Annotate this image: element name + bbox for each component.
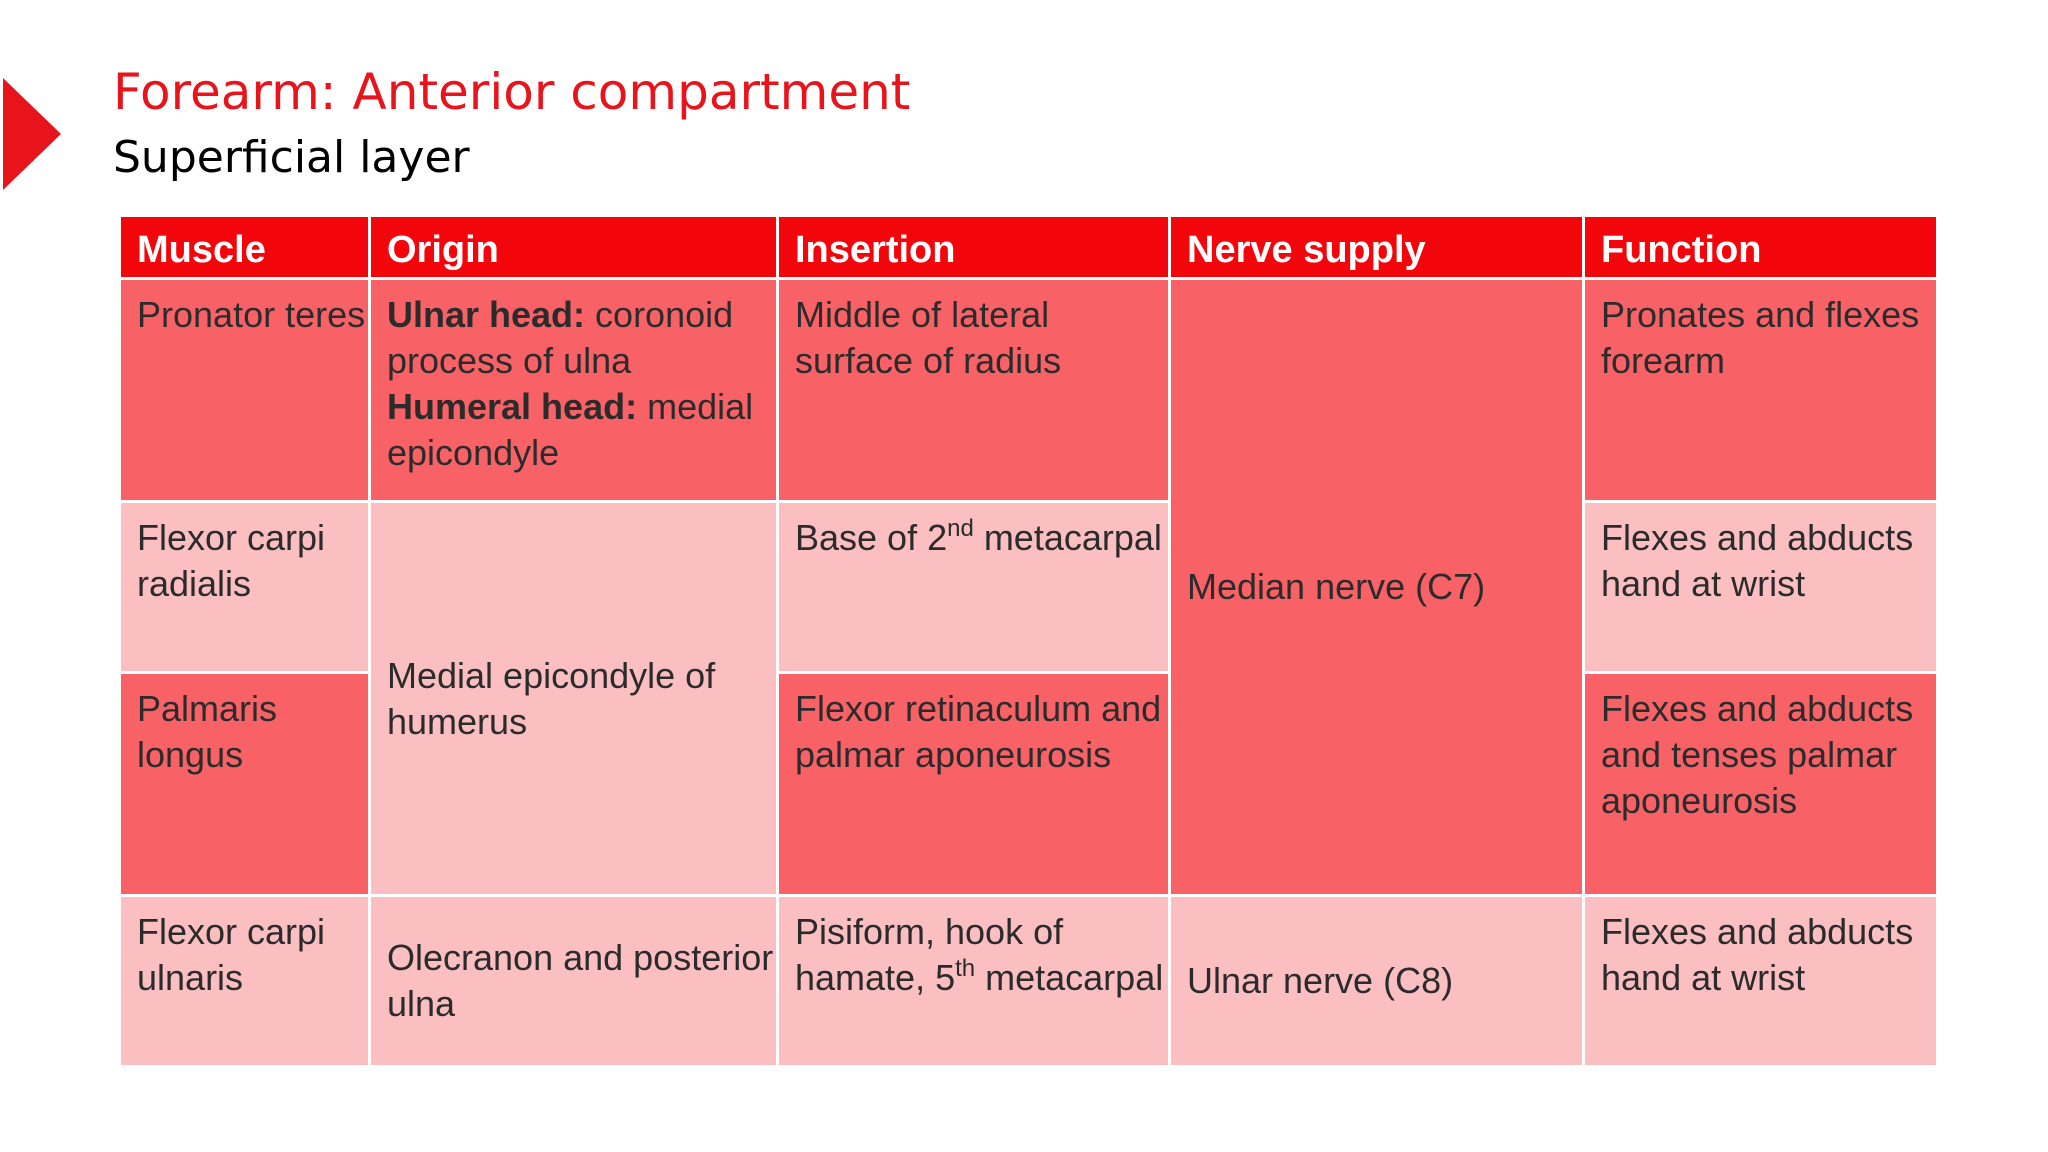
table-header-row: Muscle Origin Insertion Nerve supply Fun… — [118, 214, 1939, 280]
origin-humeral-head-label: Humeral head: — [387, 386, 638, 427]
column-header-muscle: Muscle — [118, 214, 371, 280]
slide-title: Forearm: Anterior compartment — [113, 63, 911, 121]
cell-origin: Ulnar head: coronoid process of ulna Hum… — [368, 277, 779, 503]
slide-subtitle: Superficial layer — [113, 132, 470, 183]
insertion-text: Pisiform, hook of hamate, 5 — [795, 911, 1064, 998]
cell-function: Pronates and flexes forearm — [1582, 277, 1939, 503]
cell-nerve-supply-median: Median nerve (C7) — [1168, 277, 1585, 897]
muscle-table: Muscle Origin Insertion Nerve supply Fun… — [118, 214, 1939, 1068]
origin-humeral-head-text: medial epicondyle — [387, 386, 754, 473]
cell-origin: Olecranon and posterior ulna — [368, 894, 779, 1068]
cell-muscle: Pronator teres — [118, 277, 371, 503]
table-row: Pronator teres Ulnar head: coronoid proc… — [118, 277, 1939, 897]
origin-ulnar-head-label: Ulnar head: — [387, 294, 586, 335]
slide-marker-arrow-icon — [3, 78, 61, 190]
cell-function: Flexes and abducts hand at wrist — [1582, 500, 1939, 674]
insertion-text-end: metacarpal — [975, 957, 1164, 998]
table-row: Palmaris longus Flexor retinaculum and p… — [118, 671, 1939, 897]
cell-insertion: Middle of lateral surface of radius — [776, 277, 1171, 503]
origin-ulnar-head-text: coronoid process of ulna — [387, 294, 734, 381]
cell-function: Flexes and abducts and tenses palmar apo… — [1582, 671, 1939, 897]
column-header-function: Function — [1582, 214, 1939, 280]
cell-insertion: Base of 2nd metacarpal — [776, 500, 1171, 674]
cell-muscle: Palmaris longus — [118, 671, 371, 897]
cell-insertion: Flexor retinaculum and palmar aponeurosi… — [776, 671, 1171, 897]
column-header-nerve-supply: Nerve supply — [1168, 214, 1585, 280]
cell-insertion: Pisiform, hook of hamate, 5th metacarpal — [776, 894, 1171, 1068]
column-header-insertion: Insertion — [776, 214, 1171, 280]
cell-muscle: Flexor carpi radialis — [118, 500, 371, 674]
cell-muscle: Flexor carpi ulnaris — [118, 894, 371, 1068]
column-header-origin: Origin — [368, 214, 779, 280]
insertion-text-end: metacarpal — [973, 517, 1162, 558]
insertion-superscript: th — [955, 955, 976, 982]
insertion-text: Base of 2 — [795, 517, 948, 558]
insertion-superscript: nd — [947, 515, 974, 542]
cell-origin-medial-epicondyle: Medial epicondyle of humerus — [368, 500, 779, 897]
table-row: Flexor carpi ulnaris Olecranon and poste… — [118, 894, 1939, 1068]
cell-nerve-supply-ulnar: Ulnar nerve (C8) — [1168, 894, 1585, 1068]
cell-function: Flexes and abducts hand at wrist — [1582, 894, 1939, 1068]
table-row: Flexor carpi radialis Medial epicondyle … — [118, 500, 1939, 897]
